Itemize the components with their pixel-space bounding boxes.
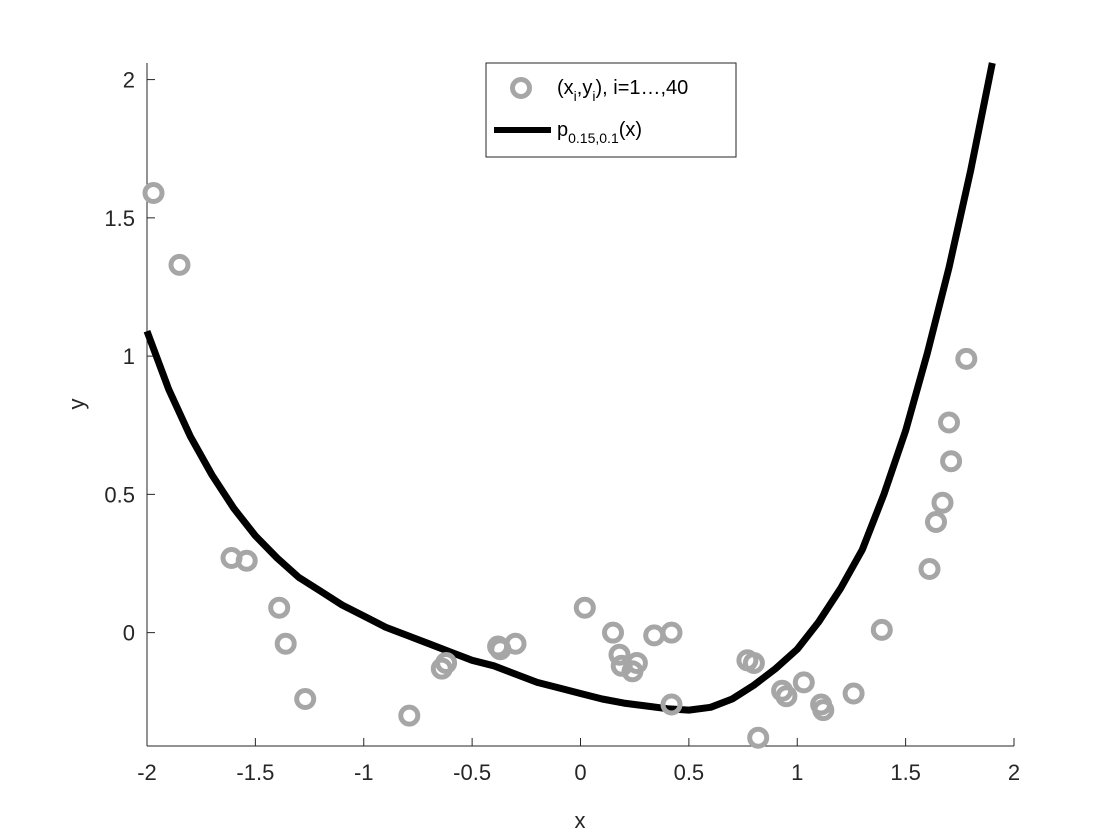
data-point	[274, 632, 297, 655]
data-point	[775, 685, 798, 708]
data-point	[792, 671, 815, 694]
points-layer	[142, 182, 978, 749]
x-tick-label: 1	[791, 760, 803, 785]
x-tick-label: 0.5	[674, 760, 705, 785]
data-point	[168, 253, 191, 276]
data-point	[660, 621, 683, 644]
y-tick-label: 0	[123, 621, 135, 646]
data-point	[235, 549, 258, 572]
x-tick-label: 1.5	[890, 760, 921, 785]
x-axis-label: x	[575, 808, 586, 833]
axes: -2 -1.5 -1 -0.5 0 0.5 1 1.5 2 0 0.5 1 1.5 2	[104, 63, 1020, 785]
data-point	[435, 652, 458, 674]
legend-points-label: (xi,yi), i=1…,40	[557, 77, 688, 104]
data-point	[643, 624, 666, 647]
x-tick-label: 2	[1008, 760, 1020, 785]
x-tick-label: -0.5	[453, 760, 491, 785]
curve-layer	[143, 62, 996, 714]
data-point	[398, 704, 421, 727]
data-point	[142, 182, 165, 204]
data-point	[608, 643, 631, 666]
data-point	[742, 652, 765, 674]
data-point	[504, 632, 527, 655]
data-point	[812, 699, 835, 722]
data-point	[294, 688, 317, 710]
data-point	[918, 558, 941, 580]
fit-curve	[143, 62, 996, 714]
data-point	[625, 652, 648, 674]
data-point	[925, 511, 947, 533]
data-point	[660, 693, 683, 716]
legend: (xi,yi), i=1…,40 p0.15,0.1(x)	[485, 62, 737, 158]
data-point	[938, 411, 960, 434]
x-tick-label: 0	[574, 760, 586, 785]
x-tick-label: -1	[354, 760, 374, 785]
data-point	[931, 491, 954, 514]
legend-curve-label: p0.15,0.1(x)	[557, 119, 642, 146]
x-tick-label: -1.5	[236, 760, 274, 785]
data-point	[842, 682, 865, 705]
y-axis-label: y	[64, 399, 89, 410]
y-tick-label: 1	[123, 344, 135, 369]
y-tick-label: 2	[123, 68, 135, 93]
legend-box	[485, 62, 737, 158]
data-point	[747, 726, 770, 749]
data-point	[940, 450, 963, 473]
y-tick-label: 1.5	[104, 206, 135, 231]
data-point	[870, 618, 893, 641]
data-point	[573, 596, 596, 619]
data-point	[955, 347, 978, 370]
legend-points-marker	[510, 77, 532, 99]
y-tick-label: 0.5	[104, 482, 135, 507]
data-point	[268, 596, 291, 619]
x-tick-label: -2	[137, 760, 157, 785]
data-point	[602, 621, 624, 644]
